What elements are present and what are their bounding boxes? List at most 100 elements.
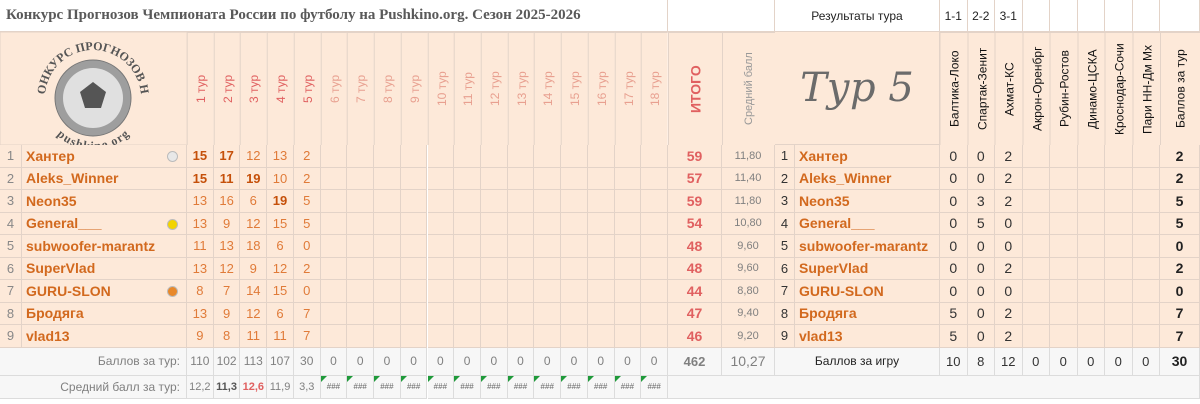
tour-average: 12,6	[240, 375, 268, 399]
tour-header: 17 тур	[614, 32, 642, 145]
tour-average: ###	[507, 375, 535, 399]
match-points: 0	[967, 145, 995, 168]
result: 3-1	[995, 0, 1023, 32]
empty-cell	[1105, 212, 1133, 235]
player-name: SuperVlad	[795, 257, 940, 280]
result: 1-1	[940, 0, 968, 32]
empty-cell	[587, 167, 615, 190]
sheet-title: Конкурс Прогнозов Чемпионата России по ф…	[0, 0, 668, 32]
empty-cell	[427, 212, 455, 235]
tour-average: 3,3	[293, 375, 321, 399]
empty-cell	[1050, 235, 1078, 258]
match-header: Балтика-Локо	[940, 32, 968, 145]
tour-total: 30	[293, 347, 321, 376]
empty-cell	[374, 190, 401, 213]
tour-total: 0	[480, 347, 508, 376]
tour-score: 7	[213, 280, 241, 303]
empty-cell	[641, 190, 668, 213]
rank: 2	[0, 167, 22, 190]
tour-header: 8 тур	[374, 32, 401, 145]
empty-cell	[534, 167, 562, 190]
empty-cell	[587, 257, 615, 280]
empty-cell	[641, 145, 668, 168]
empty-cell	[454, 325, 481, 348]
tour-total: 102	[213, 347, 241, 376]
match-points: 0	[940, 145, 968, 168]
empty-cell	[374, 167, 401, 190]
empty-cell	[1077, 302, 1105, 325]
empty-cell	[347, 235, 375, 258]
match-points: 2	[995, 325, 1023, 348]
empty-cell	[561, 145, 588, 168]
rank: 4	[0, 212, 22, 235]
tour-score: 5	[293, 212, 321, 235]
tour-score: 9	[213, 212, 241, 235]
tour-score: 6	[267, 235, 294, 258]
empty-cell	[1050, 302, 1078, 325]
empty-cell	[374, 302, 401, 325]
round-sum: 2	[1160, 145, 1200, 168]
rank: 4	[775, 212, 795, 235]
round-sum: 0	[1160, 235, 1200, 258]
empty-cell	[1132, 167, 1160, 190]
empty-cell	[320, 325, 348, 348]
match-points: 0	[967, 167, 995, 190]
round-sum: 2	[1160, 167, 1200, 190]
empty-cell	[480, 145, 508, 168]
round-sum: 7	[1160, 302, 1200, 325]
total-score: 48	[668, 235, 722, 258]
tour-score: 12	[213, 257, 241, 280]
empty-cell	[561, 280, 588, 303]
round-title: Тур 5	[775, 32, 940, 145]
match-points: 0	[940, 257, 968, 280]
tour-score: 13	[187, 257, 214, 280]
empty-cell	[400, 167, 428, 190]
tour-total: 0	[641, 347, 668, 376]
tour-score: 7	[293, 325, 321, 348]
tour-total: 0	[614, 347, 642, 376]
tour-total: 0	[507, 347, 535, 376]
tour-header: 2 тур	[213, 32, 241, 145]
tour-score: 9	[240, 257, 268, 280]
empty-cell	[320, 235, 348, 258]
tour-average: ###	[454, 375, 481, 399]
tour-score: 12	[267, 257, 294, 280]
empty-cell	[1077, 190, 1105, 213]
logo: КОНКУРС ПРОГНОЗОВ НА pushkino.org	[0, 32, 187, 145]
empty-cell	[480, 280, 508, 303]
match-points: 0	[940, 280, 968, 303]
player-name: Хантер	[22, 145, 187, 168]
empty-cell	[614, 167, 642, 190]
rank: 9	[0, 325, 22, 348]
tour-header: 18 тур	[641, 32, 668, 145]
tour-score: 13	[187, 212, 214, 235]
player-name: subwoofer-marantz	[22, 235, 187, 258]
round-header: Результаты тура	[775, 0, 940, 32]
rank: 5	[775, 235, 795, 258]
empty-cell	[480, 302, 508, 325]
empty-cell	[507, 212, 535, 235]
empty-cell	[587, 145, 615, 168]
empty-cell	[614, 325, 642, 348]
match-header: Спартак-Зенит	[967, 32, 995, 145]
empty-cell	[561, 302, 588, 325]
empty-cell	[641, 302, 668, 325]
rank: 7	[0, 280, 22, 303]
tour-score: 9	[213, 302, 241, 325]
empty-cell	[1132, 145, 1160, 168]
round-total: 30	[1160, 347, 1200, 376]
empty-cell	[347, 302, 375, 325]
tour-header: 11 тур	[454, 32, 481, 145]
empty-cell	[320, 145, 348, 168]
empty-cell	[480, 190, 508, 213]
avg-header: Средний балл	[722, 32, 775, 145]
empty-cell	[507, 302, 535, 325]
match-total: 0	[1077, 347, 1105, 376]
match-total: 8	[967, 347, 995, 376]
empty-cell	[1160, 0, 1200, 32]
tour-average: ###	[480, 375, 508, 399]
match-points: 0	[967, 257, 995, 280]
rank: 1	[0, 145, 22, 168]
empty-cell	[347, 212, 375, 235]
